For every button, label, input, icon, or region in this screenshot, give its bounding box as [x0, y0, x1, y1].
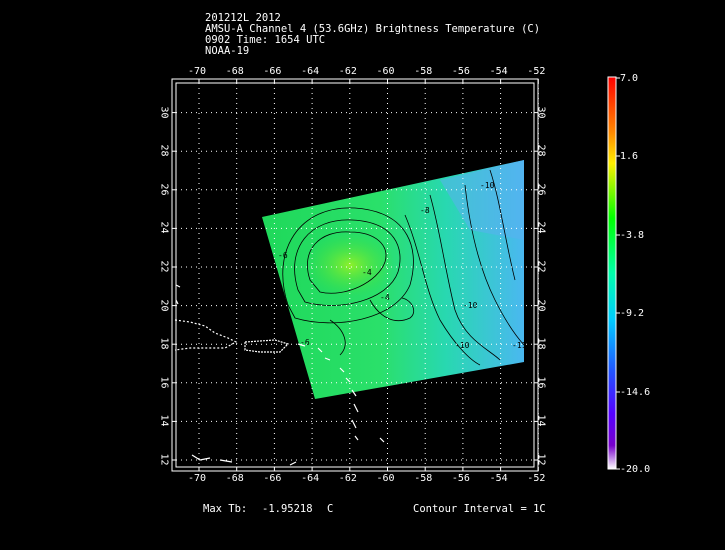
lon-tick-label-top: -62	[338, 66, 357, 77]
lat-tick-label-left: 16	[158, 376, 170, 389]
contour-label: -10	[463, 301, 478, 310]
colorbar-label-max: 7.0	[620, 73, 639, 84]
contour-label: -10	[480, 181, 495, 190]
lon-tick-label-top: -58	[414, 66, 433, 77]
contour-lines	[282, 169, 525, 366]
lon-tick-label-bottom: -52	[527, 473, 546, 484]
lon-tick-label-bottom: -60	[376, 473, 395, 484]
lat-tick-label-right: 24	[535, 221, 547, 234]
lon-tick-label-bottom: -70	[188, 473, 207, 484]
brightness-swath	[262, 160, 524, 399]
lat-tick-label-right: 12	[535, 453, 547, 466]
max-tb-label: Max Tb:	[203, 503, 248, 515]
lat-tick-label-left: 20	[158, 299, 170, 312]
lon-tick-label-top: -54	[489, 66, 508, 77]
lon-tick-label-bottom: -58	[414, 473, 433, 484]
coastlines	[174, 284, 385, 466]
lat-tick-label-left: 28	[158, 144, 170, 157]
lon-tick-label-top: -70	[188, 66, 207, 77]
contour-label: -6	[300, 338, 310, 347]
lon-tick-label-top: -56	[451, 66, 470, 77]
colorbar	[607, 76, 617, 470]
max-tb-unit: C	[327, 503, 334, 515]
lat-tick-label-left: 14	[158, 414, 170, 427]
axis-ticks	[172, 79, 539, 471]
header-line-3: 0902 Time: 1654 UTC	[205, 34, 326, 46]
contour-label-group: -10 -8 -6 -4 -4 -6 -10 -10 -11	[278, 181, 527, 350]
lat-tick-label-right: 22	[535, 260, 547, 273]
lon-tick-label-top: -64	[301, 66, 320, 77]
colorbar-label: 1.6	[620, 151, 639, 162]
contour-interval: Contour Interval = 1C	[413, 503, 546, 515]
lat-tick-label-right: 20	[535, 299, 547, 312]
contour-label: -8	[420, 206, 430, 215]
lat-tick-label-left: 24	[158, 221, 170, 234]
contour-label: -4	[380, 293, 390, 302]
max-tb-value: -1.95218	[262, 503, 313, 515]
colorbar-label: -3.8	[620, 230, 645, 241]
contour-label: -11	[512, 341, 527, 350]
header-line-2: AMSU-A Channel 4 (53.6GHz) Brightness Te…	[205, 23, 541, 35]
lat-tick-label-left: 12	[158, 453, 170, 466]
colorbar-label: -9.2	[620, 308, 645, 319]
lat-tick-label-right: 16	[535, 376, 547, 389]
lon-tick-label-bottom: -64	[301, 473, 320, 484]
colorbar-label: -14.6	[620, 387, 651, 398]
map-frame-inner	[175, 82, 535, 468]
lat-tick-label-left: 18	[158, 337, 170, 350]
lat-tick-label-right: 18	[535, 337, 547, 350]
lon-tick-label-top: -60	[376, 66, 395, 77]
lat-tick-label-left: 30	[158, 106, 170, 119]
lat-tick-label-right: 28	[535, 144, 547, 157]
lat-tick-label-left: 22	[158, 260, 170, 273]
lat-tick-label-right: 26	[535, 183, 547, 196]
colorbar-ticks	[616, 77, 620, 470]
header-line-1: 201212L 2012	[205, 12, 281, 24]
contour-label: -4	[362, 268, 372, 277]
lat-tick-label-left: 26	[158, 183, 170, 196]
map-frame-outer	[171, 78, 539, 472]
lon-tick-label-bottom: -56	[451, 473, 470, 484]
lon-tick-label-top: -52	[527, 66, 546, 77]
contour-label: -10	[455, 341, 470, 350]
header-line-4: NOAA-19	[205, 45, 250, 57]
lon-tick-label-top: -66	[263, 66, 282, 77]
lon-tick-label-bottom: -66	[263, 473, 282, 484]
lon-tick-label-bottom: -68	[225, 473, 244, 484]
colorbar-label-min: -20.0	[620, 464, 651, 475]
lon-tick-label-bottom: -54	[489, 473, 508, 484]
lon-tick-label-top: -68	[225, 66, 244, 77]
lat-tick-label-right: 14	[535, 414, 547, 427]
lon-tick-label-bottom: -62	[338, 473, 357, 484]
lat-tick-label-right: 30	[535, 106, 547, 119]
contour-label: -6	[278, 251, 288, 260]
